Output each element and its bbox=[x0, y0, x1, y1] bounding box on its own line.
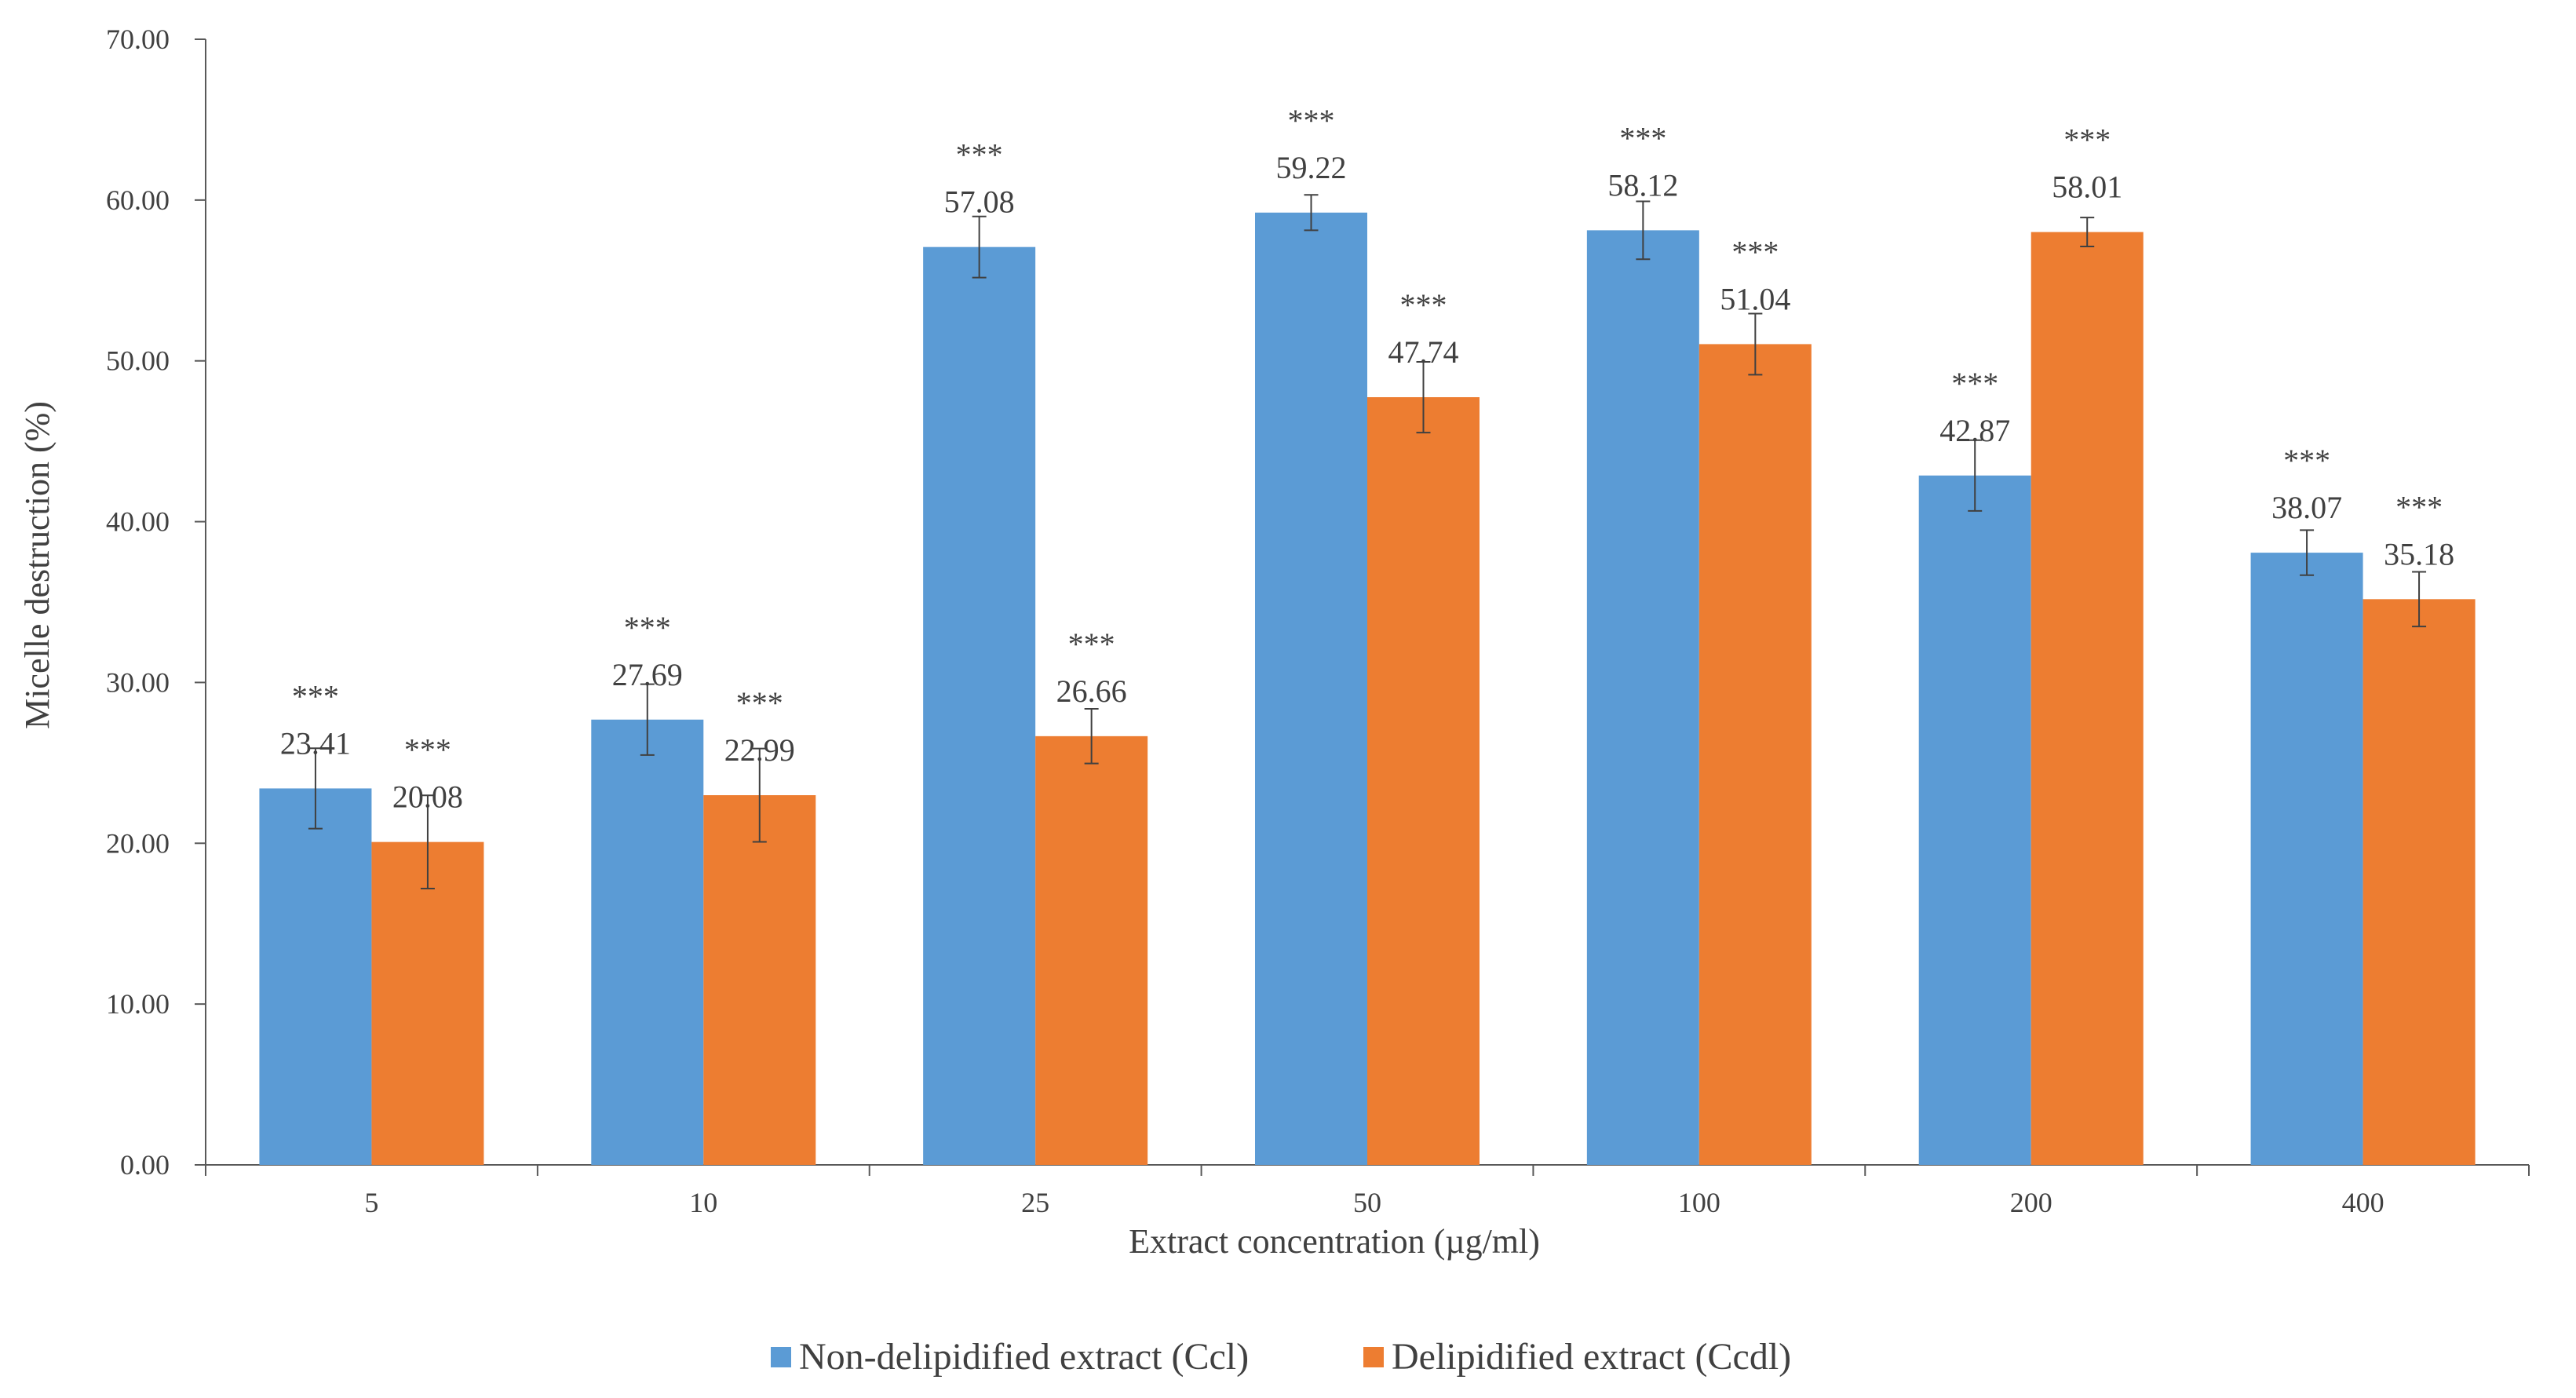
x-tick-label: 200 bbox=[2010, 1187, 2052, 1218]
x-tick-label: 400 bbox=[2342, 1187, 2384, 1218]
data-label: 51.04 bbox=[1720, 281, 1790, 316]
bar bbox=[1698, 344, 1812, 1165]
legend-swatch-delipidified bbox=[1363, 1347, 1384, 1367]
significance-label: *** bbox=[292, 678, 339, 714]
significance-label: *** bbox=[736, 685, 783, 721]
data-label: 35.18 bbox=[2384, 536, 2454, 571]
significance-label: *** bbox=[956, 137, 1003, 173]
y-tick-label: 30.00 bbox=[106, 666, 170, 698]
bar bbox=[1035, 736, 1148, 1165]
legend-label-non-delipidified: Non-delipidified extract (Ccl) bbox=[799, 1336, 1249, 1378]
data-label: 38.07 bbox=[2271, 490, 2342, 525]
significance-label: *** bbox=[1068, 626, 1115, 662]
axes: 0.00 10.00 20.00 30.00 40.00 50.00 60.00 70.00 5… bbox=[106, 24, 2530, 1218]
bar bbox=[591, 719, 704, 1165]
x-tick-label: 50 bbox=[1353, 1187, 1381, 1218]
data-label: 57.08 bbox=[944, 184, 1015, 220]
significance-label: *** bbox=[2283, 443, 2330, 478]
significance-label: *** bbox=[1400, 287, 1447, 323]
x-axis-title: Extract concentration (µg/ml) bbox=[1129, 1222, 1540, 1261]
bar bbox=[703, 795, 816, 1165]
bar bbox=[371, 841, 484, 1165]
y-tick-label: 50.00 bbox=[106, 345, 170, 377]
bar bbox=[2250, 553, 2363, 1165]
legend: Non-delipidified extract (Ccl) Delipidif… bbox=[771, 1336, 1791, 1378]
data-label: 59.22 bbox=[1276, 150, 1347, 185]
y-tick-label: 0.00 bbox=[120, 1149, 170, 1181]
data-label: 20.08 bbox=[392, 779, 463, 815]
y-tick-label: 10.00 bbox=[106, 988, 170, 1020]
data-label: 27.69 bbox=[612, 657, 683, 692]
data-label: 58.12 bbox=[1607, 167, 1678, 203]
significance-label: *** bbox=[2395, 489, 2443, 524]
data-label: 26.66 bbox=[1056, 673, 1127, 709]
x-tick-label: 25 bbox=[1021, 1187, 1049, 1218]
data-label: 42.87 bbox=[1939, 413, 2010, 448]
bar bbox=[923, 246, 1036, 1165]
legend-swatch-non-delipidified bbox=[771, 1347, 791, 1367]
bar bbox=[1255, 212, 1367, 1166]
x-tick-label: 10 bbox=[689, 1187, 717, 1218]
significance-label: *** bbox=[1619, 120, 1666, 155]
data-labels: 23.41 *** 27.69 *** 57.08 *** 59.22 *** 58.12 ***… bbox=[280, 103, 2454, 815]
y-tick-label: 70.00 bbox=[106, 24, 170, 55]
significance-label: *** bbox=[404, 732, 451, 768]
data-label: 22.99 bbox=[724, 732, 795, 768]
y-tick-label: 60.00 bbox=[106, 184, 170, 216]
y-tick-label: 40.00 bbox=[106, 506, 170, 538]
significance-label: *** bbox=[624, 610, 671, 645]
data-label: 23.41 bbox=[280, 725, 351, 761]
significance-label: *** bbox=[1288, 103, 1335, 138]
significance-label: *** bbox=[2063, 122, 2111, 158]
x-tick-label: 100 bbox=[1678, 1187, 1720, 1218]
data-label: 47.74 bbox=[1388, 334, 1459, 370]
legend-label-delipidified: Delipidified extract (Ccdl) bbox=[1392, 1336, 1791, 1378]
x-tick-label: 5 bbox=[364, 1187, 378, 1218]
bar bbox=[1367, 397, 1480, 1166]
bar bbox=[2363, 599, 2476, 1165]
bar bbox=[1586, 230, 1699, 1165]
y-axis-title-group: Micelle destruction (%) bbox=[18, 401, 57, 729]
y-tick-label: 20.00 bbox=[106, 827, 170, 859]
y-axis-title: Micelle destruction (%) bbox=[18, 401, 57, 729]
bars bbox=[259, 194, 2476, 1166]
bar bbox=[1918, 475, 2031, 1165]
bar bbox=[2031, 232, 2144, 1165]
significance-label: *** bbox=[1731, 234, 1779, 269]
data-label: 58.01 bbox=[2052, 170, 2122, 205]
significance-label: *** bbox=[1951, 366, 1998, 401]
bar bbox=[259, 788, 372, 1165]
